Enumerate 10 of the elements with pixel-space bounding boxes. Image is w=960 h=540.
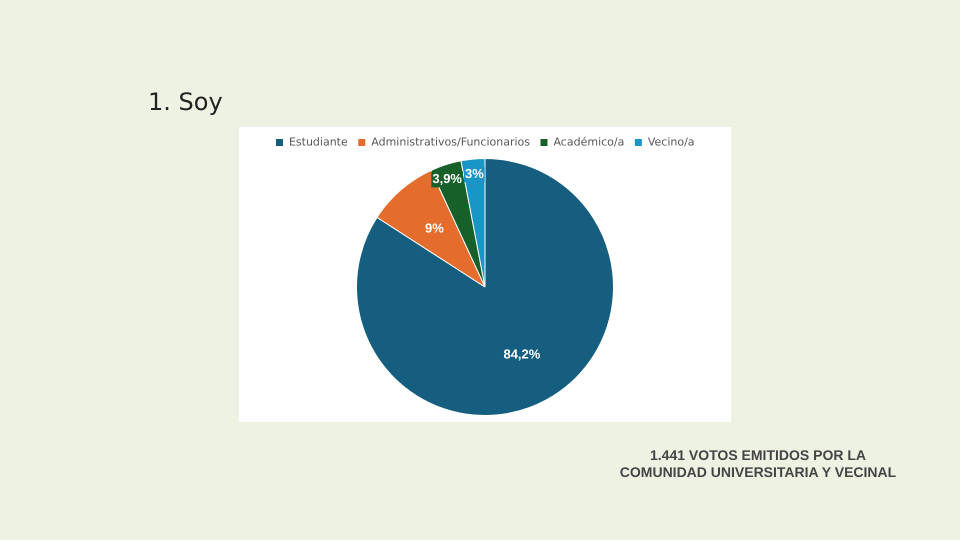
chart-title: 1. Soy — [148, 88, 223, 116]
data-label: 9% — [425, 220, 444, 236]
data-label: 3,9% — [432, 170, 462, 186]
legend-label: Vecino/a — [648, 135, 695, 148]
legend-label: Administrativos/Funcionarios — [371, 135, 530, 148]
legend-label: Estudiante — [288, 135, 348, 148]
data-label: 3% — [464, 166, 484, 181]
legend-label: Académico/a — [553, 135, 624, 148]
data-label: 84,2% — [503, 346, 541, 362]
text: 1.441 VOTOS EMITIDOS POR LA COMUNIDAD UNIVERSITARIA Y VECINAL — [618, 447, 898, 481]
